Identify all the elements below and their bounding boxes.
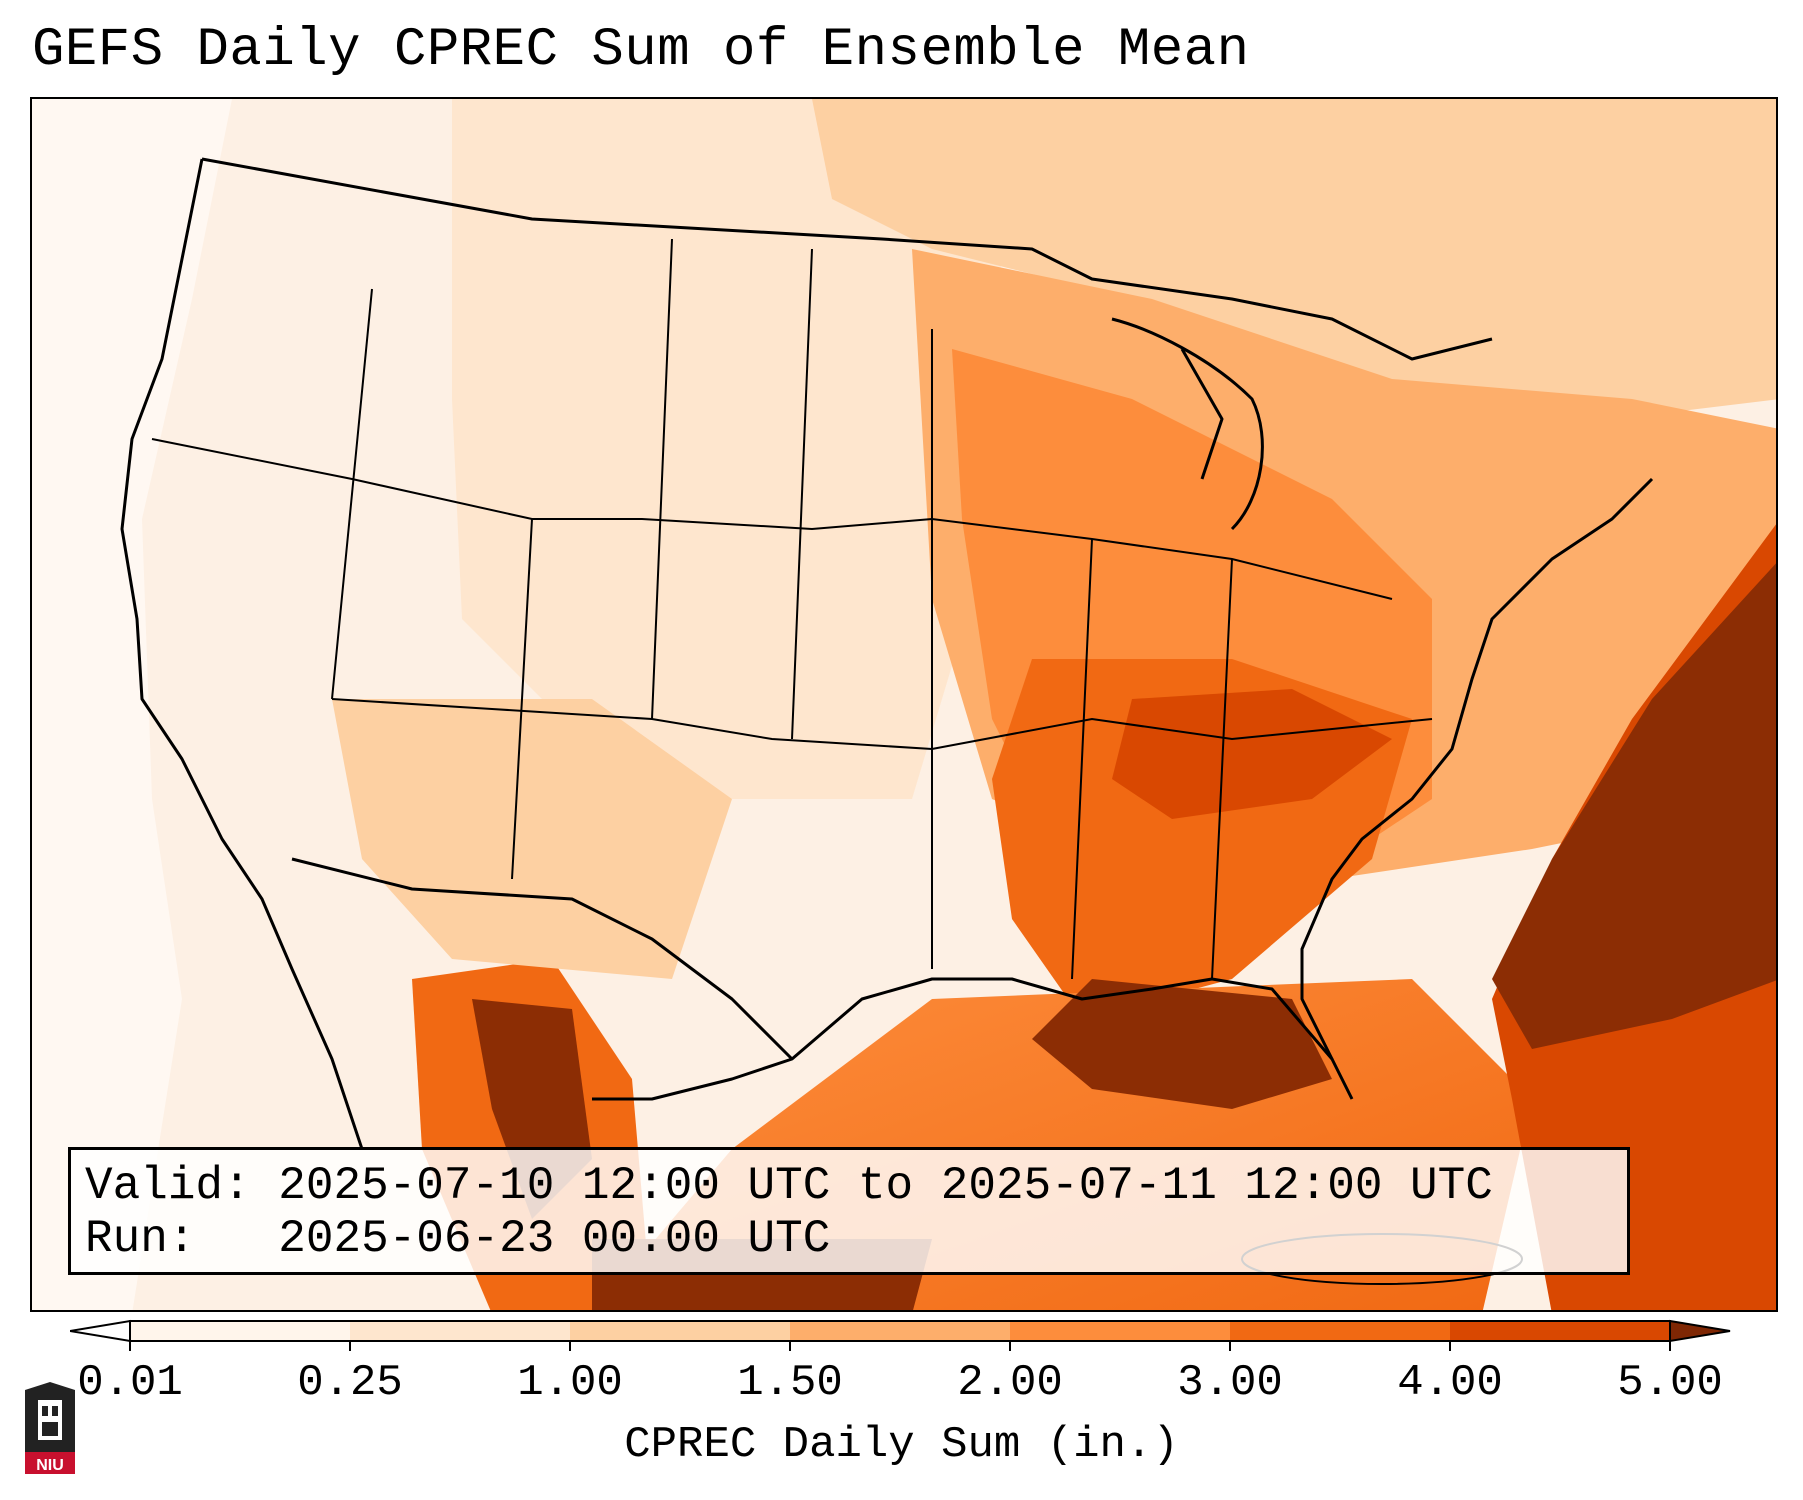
- colorbar-tick-label: 0.25: [297, 1358, 403, 1408]
- precip-region-atlantic-max: [1492, 563, 1776, 1049]
- colorbar: [70, 1319, 1731, 1351]
- great-lakes-outline: [1111, 317, 1264, 531]
- colorbar-ticks: [129, 1341, 1671, 1351]
- us-canada-border: [201, 157, 1493, 361]
- colorbar-segment: [790, 1321, 1011, 1341]
- map-outlines: [120, 157, 1654, 1150]
- colorbar-under-triangle: [70, 1319, 131, 1343]
- precip-region-gulf-max: [1032, 979, 1332, 1109]
- colorbar-tick-label: 1.50: [737, 1358, 843, 1408]
- precip-region-pacific: [32, 99, 232, 1310]
- run-value: 2025-06-23 00:00 UTC: [278, 1213, 831, 1265]
- logo-text: NIU: [36, 1457, 64, 1474]
- niu-logo: NIU: [25, 1382, 75, 1474]
- colorbar-segment: [1450, 1321, 1671, 1341]
- precip-region-plains: [452, 99, 1012, 799]
- colorbar-segment: [570, 1321, 791, 1341]
- colorbar-tick-label: 5.00: [1617, 1358, 1723, 1408]
- atlantic-coast-outline: [1300, 477, 1654, 1060]
- colorbar-over-triangle: [1669, 1319, 1731, 1343]
- precip-region-tennessee: [1112, 689, 1392, 819]
- state-lines: [151, 238, 1433, 980]
- precip-region-southwest: [332, 699, 732, 979]
- valid-label: Valid:: [85, 1160, 251, 1212]
- colorbar-segment: [1010, 1321, 1231, 1341]
- logo-band: [25, 1452, 75, 1474]
- precip-region-canada: [812, 99, 1776, 429]
- valid-line: Valid: 2025-07-10 12:00 UTC to 2025-07-1…: [85, 1160, 1613, 1213]
- colorbar-segment: [350, 1321, 571, 1341]
- run-label: Run:: [85, 1213, 196, 1265]
- colorbar-tick-label: 4.00: [1397, 1358, 1503, 1408]
- west-coast-outline: [120, 158, 364, 1150]
- us-mexico-border: [291, 857, 794, 1061]
- colorbar-segment: [130, 1321, 351, 1341]
- run-line: Run: 2025-06-23 00:00 UTC: [85, 1213, 1613, 1266]
- colorbar-tick-label: 1.00: [517, 1358, 623, 1408]
- colorbar-tick-label: 2.00: [957, 1358, 1063, 1408]
- colorbar-tick-label: 3.00: [1177, 1358, 1283, 1408]
- colorbar-tick-label: 0.01: [77, 1358, 183, 1408]
- colorbar-segments: [70, 1319, 1731, 1343]
- colorbar-segment: [1230, 1321, 1451, 1341]
- valid-time-box: Valid: 2025-07-10 12:00 UTC to 2025-07-1…: [68, 1147, 1630, 1275]
- map-title: GEFS Daily CPREC Sum of Ensemble Mean: [32, 20, 1250, 81]
- valid-value: 2025-07-10 12:00 UTC to 2025-07-11 12:00…: [278, 1160, 1493, 1212]
- gulf-coast-outline: [592, 977, 1354, 1101]
- colorbar-label: CPREC Daily Sum (in.): [624, 1420, 1179, 1470]
- precip-map: [30, 97, 1778, 1312]
- colorbar-outline: [129, 1320, 1671, 1342]
